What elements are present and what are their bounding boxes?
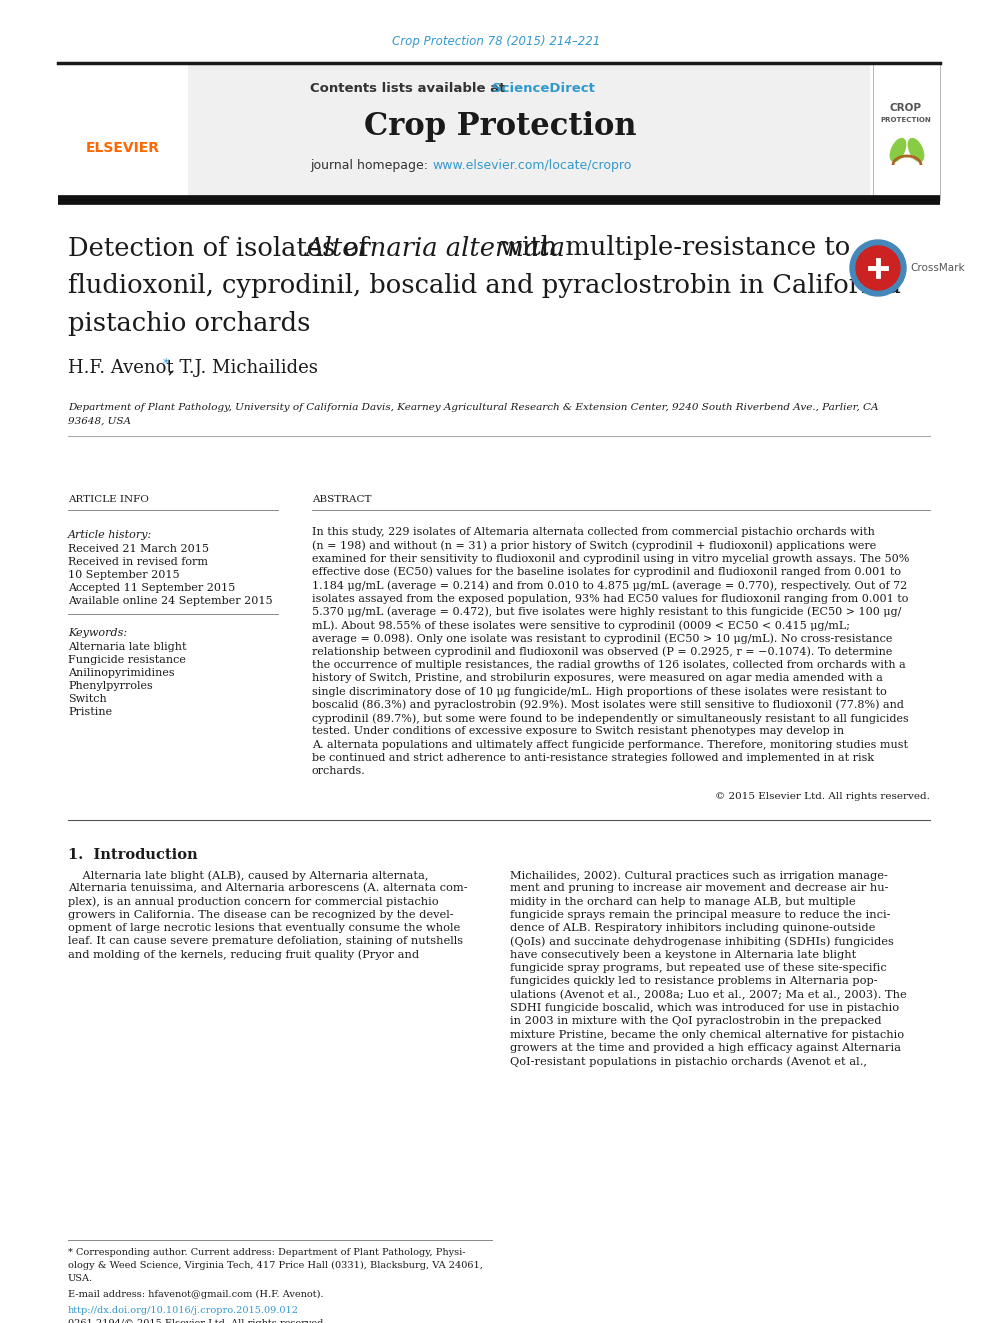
Text: Alternaria tenuissima, and Alternaria arborescens (A. alternata com-: Alternaria tenuissima, and Alternaria ar… xyxy=(68,884,467,893)
Text: the occurrence of multiple resistances, the radial growths of 126 isolates, coll: the occurrence of multiple resistances, … xyxy=(312,660,906,669)
Circle shape xyxy=(850,239,906,296)
Text: single discriminatory dose of 10 μg fungicide/mL. High proportions of these isol: single discriminatory dose of 10 μg fung… xyxy=(312,687,887,697)
FancyBboxPatch shape xyxy=(58,64,870,200)
Text: 0261-2194/© 2015 Elsevier Ltd. All rights reserved.: 0261-2194/© 2015 Elsevier Ltd. All right… xyxy=(68,1319,326,1323)
Text: midity in the orchard can help to manage ALB, but multiple: midity in the orchard can help to manage… xyxy=(510,897,856,906)
Text: journal homepage:: journal homepage: xyxy=(310,159,432,172)
Text: isolates assayed from the exposed population, 93% had EC50 values for fludioxoni: isolates assayed from the exposed popula… xyxy=(312,594,909,603)
Text: ology & Weed Science, Virginia Tech, 417 Price Hall (0331), Blacksburg, VA 24061: ology & Weed Science, Virginia Tech, 417… xyxy=(68,1261,483,1270)
Text: Article history:: Article history: xyxy=(68,531,152,540)
Text: pistachio orchards: pistachio orchards xyxy=(68,311,310,336)
Text: growers at the time and provided a high efficacy against Alternaria: growers at the time and provided a high … xyxy=(510,1043,901,1053)
Text: Alternaria alternata: Alternaria alternata xyxy=(306,235,566,261)
Text: opment of large necrotic lesions that eventually consume the whole: opment of large necrotic lesions that ev… xyxy=(68,923,460,933)
Circle shape xyxy=(856,246,900,290)
Text: Accepted 11 September 2015: Accepted 11 September 2015 xyxy=(68,583,235,593)
Text: Fungicide resistance: Fungicide resistance xyxy=(68,655,186,665)
Text: Phenylpyrroles: Phenylpyrroles xyxy=(68,681,153,691)
Text: ulations (Avenot et al., 2008a; Luo et al., 2007; Ma et al., 2003). The: ulations (Avenot et al., 2008a; Luo et a… xyxy=(510,990,907,1000)
Text: 10 September 2015: 10 September 2015 xyxy=(68,570,180,579)
Text: effective dose (EC50) values for the baseline isolates for cyprodinil and fludio: effective dose (EC50) values for the bas… xyxy=(312,566,901,577)
Text: SDHI fungicide boscalid, which was introduced for use in pistachio: SDHI fungicide boscalid, which was intro… xyxy=(510,1003,899,1013)
Text: QoI-resistant populations in pistachio orchards (Avenot et al.,: QoI-resistant populations in pistachio o… xyxy=(510,1056,867,1066)
Text: relationship between cyprodinil and fludioxonil was observed (P = 0.2925, r = −0: relationship between cyprodinil and flud… xyxy=(312,647,893,658)
Text: ment and pruning to increase air movement and decrease air hu-: ment and pruning to increase air movemen… xyxy=(510,884,889,893)
Text: , T.J. Michailides: , T.J. Michailides xyxy=(168,359,317,377)
Text: Contents lists available at: Contents lists available at xyxy=(310,82,510,94)
Text: Alternaria late blight (ALB), caused by Alternaria alternata,: Alternaria late blight (ALB), caused by … xyxy=(68,871,429,881)
Text: 1.  Introduction: 1. Introduction xyxy=(68,848,197,863)
FancyBboxPatch shape xyxy=(873,64,940,200)
Text: http://dx.doi.org/10.1016/j.cropro.2015.09.012: http://dx.doi.org/10.1016/j.cropro.2015.… xyxy=(68,1306,299,1315)
Text: orchards.: orchards. xyxy=(312,766,366,777)
Text: PROTECTION: PROTECTION xyxy=(881,116,931,123)
Text: 93648, USA: 93648, USA xyxy=(68,417,131,426)
Ellipse shape xyxy=(890,138,907,163)
Text: © 2015 Elsevier Ltd. All rights reserved.: © 2015 Elsevier Ltd. All rights reserved… xyxy=(715,791,930,800)
Text: and molding of the kernels, reducing fruit quality (Pryor and: and molding of the kernels, reducing fru… xyxy=(68,950,420,960)
Text: *: * xyxy=(163,356,170,369)
Text: have consecutively been a keystone in Alternaria late blight: have consecutively been a keystone in Al… xyxy=(510,950,856,959)
Text: with multiple-resistance to: with multiple-resistance to xyxy=(492,235,850,261)
Ellipse shape xyxy=(908,138,925,163)
Text: Department of Plant Pathology, University of California Davis, Kearney Agricultu: Department of Plant Pathology, Universit… xyxy=(68,404,879,411)
Text: average = 0.098). Only one isolate was resistant to cyprodinil (EC50 > 10 μg/mL): average = 0.098). Only one isolate was r… xyxy=(312,634,893,644)
Text: Detection of isolates of: Detection of isolates of xyxy=(68,235,377,261)
Text: Available online 24 September 2015: Available online 24 September 2015 xyxy=(68,595,273,606)
Text: in 2003 in mixture with the QoI pyraclostrobin in the prepacked: in 2003 in mixture with the QoI pyraclos… xyxy=(510,1016,882,1027)
Text: ABSTRACT: ABSTRACT xyxy=(312,496,371,504)
Text: ELSEVIER: ELSEVIER xyxy=(86,142,160,155)
Text: fludioxonil, cyprodinil, boscalid and pyraclostrobin in California: fludioxonil, cyprodinil, boscalid and py… xyxy=(68,274,901,299)
Text: ScienceDirect: ScienceDirect xyxy=(492,82,595,94)
Text: leaf. It can cause severe premature defoliation, staining of nutshells: leaf. It can cause severe premature defo… xyxy=(68,937,463,946)
Text: 5.370 μg/mL (average = 0.472), but five isolates were highly resistant to this f: 5.370 μg/mL (average = 0.472), but five … xyxy=(312,607,902,618)
Text: plex), is an annual production concern for commercial pistachio: plex), is an annual production concern f… xyxy=(68,897,438,908)
Text: Received 21 March 2015: Received 21 March 2015 xyxy=(68,544,209,554)
Text: boscalid (86.3%) and pyraclostrobin (92.9%). Most isolates were still sensitive : boscalid (86.3%) and pyraclostrobin (92.… xyxy=(312,700,904,710)
Text: fungicide sprays remain the principal measure to reduce the inci-: fungicide sprays remain the principal me… xyxy=(510,910,891,919)
Text: H.F. Avenot: H.F. Avenot xyxy=(68,359,174,377)
Text: cyprodinil (89.7%), but some were found to be independently or simultaneously re: cyprodinil (89.7%), but some were found … xyxy=(312,713,909,724)
Text: fungicides quickly led to resistance problems in Alternaria pop-: fungicides quickly led to resistance pro… xyxy=(510,976,878,987)
Text: * Corresponding author. Current address: Department of Plant Pathology, Physi-: * Corresponding author. Current address:… xyxy=(68,1248,465,1257)
Text: history of Switch, Pristine, and strobilurin exposures, were measured on agar me: history of Switch, Pristine, and strobil… xyxy=(312,673,883,683)
Text: Keywords:: Keywords: xyxy=(68,628,127,638)
Text: be continued and strict adherence to anti-resistance strategies followed and imp: be continued and strict adherence to ant… xyxy=(312,753,874,763)
Text: Switch: Switch xyxy=(68,695,107,704)
FancyBboxPatch shape xyxy=(58,64,188,200)
Text: tested. Under conditions of excessive exposure to Switch resistant phenotypes ma: tested. Under conditions of excessive ex… xyxy=(312,726,844,737)
Text: Alternaria late blight: Alternaria late blight xyxy=(68,642,186,652)
Text: In this study, 229 isolates of Altemaria alternata collected from commercial pis: In this study, 229 isolates of Altemaria… xyxy=(312,527,875,537)
Text: A. alternata populations and ultimately affect fungicide performance. Therefore,: A. alternata populations and ultimately … xyxy=(312,740,908,750)
Text: (n = 198) and without (n = 31) a prior history of Switch (cyprodinil + fludioxon: (n = 198) and without (n = 31) a prior h… xyxy=(312,540,876,550)
Text: Anilinopyrimidines: Anilinopyrimidines xyxy=(68,668,175,677)
Text: CROP: CROP xyxy=(890,103,922,112)
Text: Michailides, 2002). Cultural practices such as irrigation manage-: Michailides, 2002). Cultural practices s… xyxy=(510,871,888,881)
Text: Crop Protection 78 (2015) 214–221: Crop Protection 78 (2015) 214–221 xyxy=(392,36,600,49)
Text: Pristine: Pristine xyxy=(68,706,112,717)
Text: Crop Protection: Crop Protection xyxy=(364,111,636,142)
Text: www.elsevier.com/locate/cropro: www.elsevier.com/locate/cropro xyxy=(432,159,631,172)
Text: E-mail address: hfavenot@gmail.com (H.F. Avenot).: E-mail address: hfavenot@gmail.com (H.F.… xyxy=(68,1290,323,1299)
Text: fungicide spray programs, but repeated use of these site-specific: fungicide spray programs, but repeated u… xyxy=(510,963,887,974)
Text: ARTICLE INFO: ARTICLE INFO xyxy=(68,496,149,504)
Text: growers in California. The disease can be recognized by the devel-: growers in California. The disease can b… xyxy=(68,910,453,919)
Text: mL). About 98.55% of these isolates were sensitive to cyprodinil (0009 < EC50 < : mL). About 98.55% of these isolates were… xyxy=(312,620,850,631)
Text: Received in revised form: Received in revised form xyxy=(68,557,208,568)
Text: mixture Pristine, became the only chemical alternative for pistachio: mixture Pristine, became the only chemic… xyxy=(510,1029,904,1040)
Text: 1.184 μg/mL (average = 0.214) and from 0.010 to 4.875 μg/mL (average = 0.770), r: 1.184 μg/mL (average = 0.214) and from 0… xyxy=(312,581,908,591)
Text: (QoIs) and succinate dehydrogenase inhibiting (SDHIs) fungicides: (QoIs) and succinate dehydrogenase inhib… xyxy=(510,937,894,947)
Text: USA.: USA. xyxy=(68,1274,93,1283)
Text: dence of ALB. Respiratory inhibitors including quinone-outside: dence of ALB. Respiratory inhibitors inc… xyxy=(510,923,875,933)
Text: CrossMark: CrossMark xyxy=(910,263,964,273)
Text: examined for their sensitivity to fludioxonil and cyprodinil using in vitro myce: examined for their sensitivity to fludio… xyxy=(312,553,910,564)
